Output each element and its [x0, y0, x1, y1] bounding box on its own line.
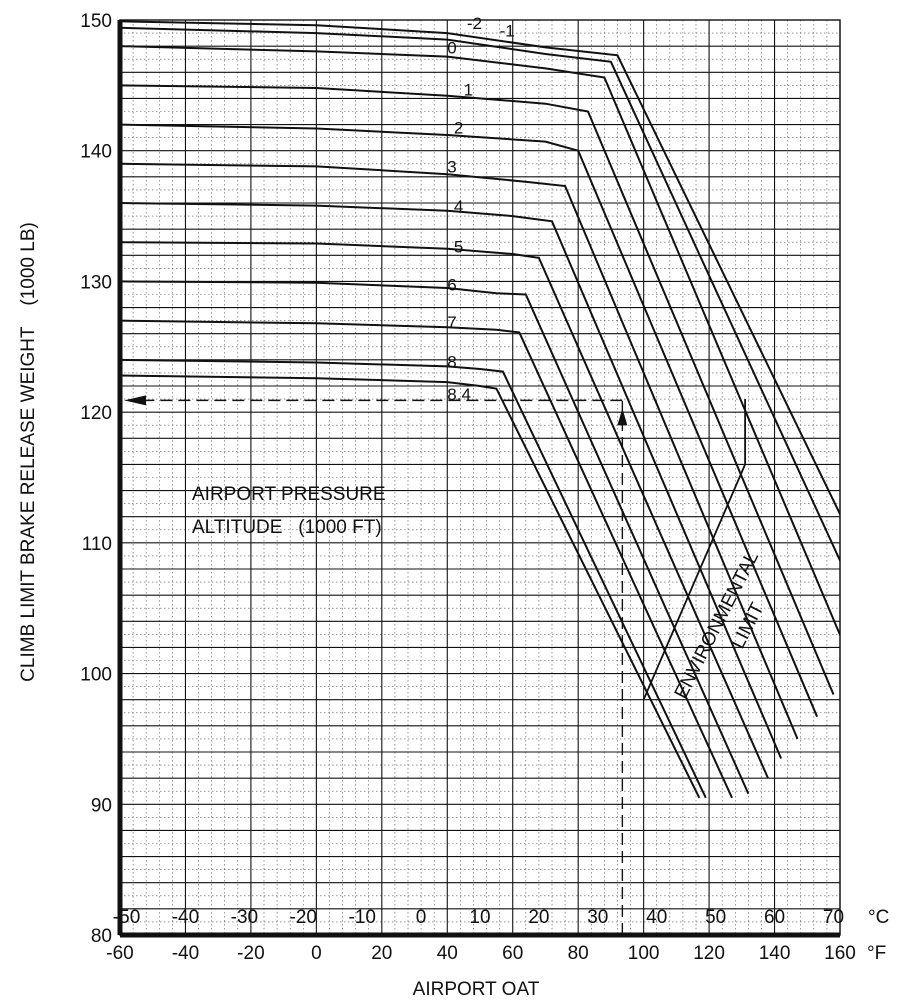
x-tick-label-c: 0 [416, 907, 427, 928]
x-tick-label-c: 40 [646, 907, 667, 928]
series-line-8 [120, 280, 750, 795]
x-tick-label-f: 0 [311, 943, 322, 964]
x-tick-label-f: -40 [172, 943, 199, 964]
x-unit-fahrenheit: °F [867, 943, 886, 964]
series-label-7: 5 [454, 237, 463, 256]
series-label-5: 3 [447, 158, 456, 177]
x-tick-label-f: -60 [106, 943, 133, 964]
series-line-5 [120, 162, 799, 740]
x-tick-label-c: -50 [113, 907, 140, 928]
y-tick-label: 140 [80, 142, 112, 163]
y-tick-label: 90 [91, 795, 112, 816]
series-label-4: 2 [454, 118, 463, 137]
example-path [124, 395, 628, 935]
x-tick-label-c: 70 [823, 907, 844, 928]
x-tick-label-f: -20 [237, 943, 264, 964]
x-tick-label-f: 160 [824, 943, 856, 964]
series-line-4 [120, 123, 819, 718]
series-label-6: 4 [454, 197, 463, 216]
x-tick-label-c: -10 [348, 907, 375, 928]
series-line-7 [120, 241, 769, 779]
environmental-limit-line [642, 399, 746, 701]
axes [117, 19, 841, 938]
y-tick-label: 110 [82, 534, 112, 555]
series-line-9 [120, 319, 733, 799]
y-axis-label: CLIMB LIMIT BRAKE RELEASE WEIGHT (1000 L… [18, 222, 39, 682]
x-unit-celsius: °C [868, 907, 889, 928]
x-tick-label-f: 80 [568, 943, 589, 964]
x-tick-label-c: 60 [764, 907, 785, 928]
example-up-arrow [617, 408, 628, 426]
x-tick-label-c: 20 [528, 907, 549, 928]
series-label-3: 1 [464, 81, 473, 100]
series-label-2: 0 [447, 39, 456, 58]
y-tick-label: 100 [80, 665, 112, 686]
series-line-3 [120, 84, 835, 695]
x-tick-label-c: -30 [231, 907, 258, 928]
x-tick-label-f: 120 [693, 943, 725, 964]
x-tick-label-f: 20 [371, 943, 392, 964]
series-label-8: 6 [447, 275, 456, 294]
series-line-1 [120, 26, 840, 563]
annotations: CLIMB LIMIT BRAKE RELEASE WEIGHT (1000 L… [18, 14, 889, 1000]
series-line-2 [120, 45, 840, 638]
y-tick-label: 150 [80, 11, 112, 32]
x-tick-label-c: 30 [587, 907, 608, 928]
y-tick-label: 120 [80, 403, 112, 424]
environmental-limit [642, 399, 746, 701]
x-tick-label-f: 140 [759, 943, 791, 964]
series-label-11: 8.4 [447, 385, 471, 404]
series-line-11 [120, 374, 701, 799]
x-axis-label: AIRPORT OAT [413, 979, 540, 1000]
series-label-10: 8 [447, 352, 456, 371]
example-left-arrow [124, 395, 146, 406]
minor-grid [120, 20, 840, 935]
series-line-10 [120, 358, 707, 799]
altitude-curves [120, 20, 840, 799]
series-label-9: 7 [447, 313, 456, 332]
x-tick-label-c: 50 [705, 907, 726, 928]
y-tick-label: 130 [80, 272, 112, 293]
annotation-title-line2: ALTITUDE (1000 FT) [192, 517, 382, 538]
annotation-title-line1: AIRPORT PRESSURE [192, 484, 386, 505]
y-tick-label: 80 [91, 926, 112, 947]
x-tick-label-c: 10 [469, 907, 490, 928]
series-label-1: -1 [500, 22, 515, 41]
x-tick-label-f: 100 [628, 943, 660, 964]
x-tick-label-c: -40 [172, 907, 199, 928]
x-tick-label-c: -20 [290, 907, 317, 928]
series-line-6 [120, 202, 783, 759]
x-tick-label-f: 40 [437, 943, 458, 964]
series-label-0: -2 [467, 14, 482, 33]
x-tick-label-f: 60 [502, 943, 523, 964]
series-line-0 [120, 20, 840, 517]
